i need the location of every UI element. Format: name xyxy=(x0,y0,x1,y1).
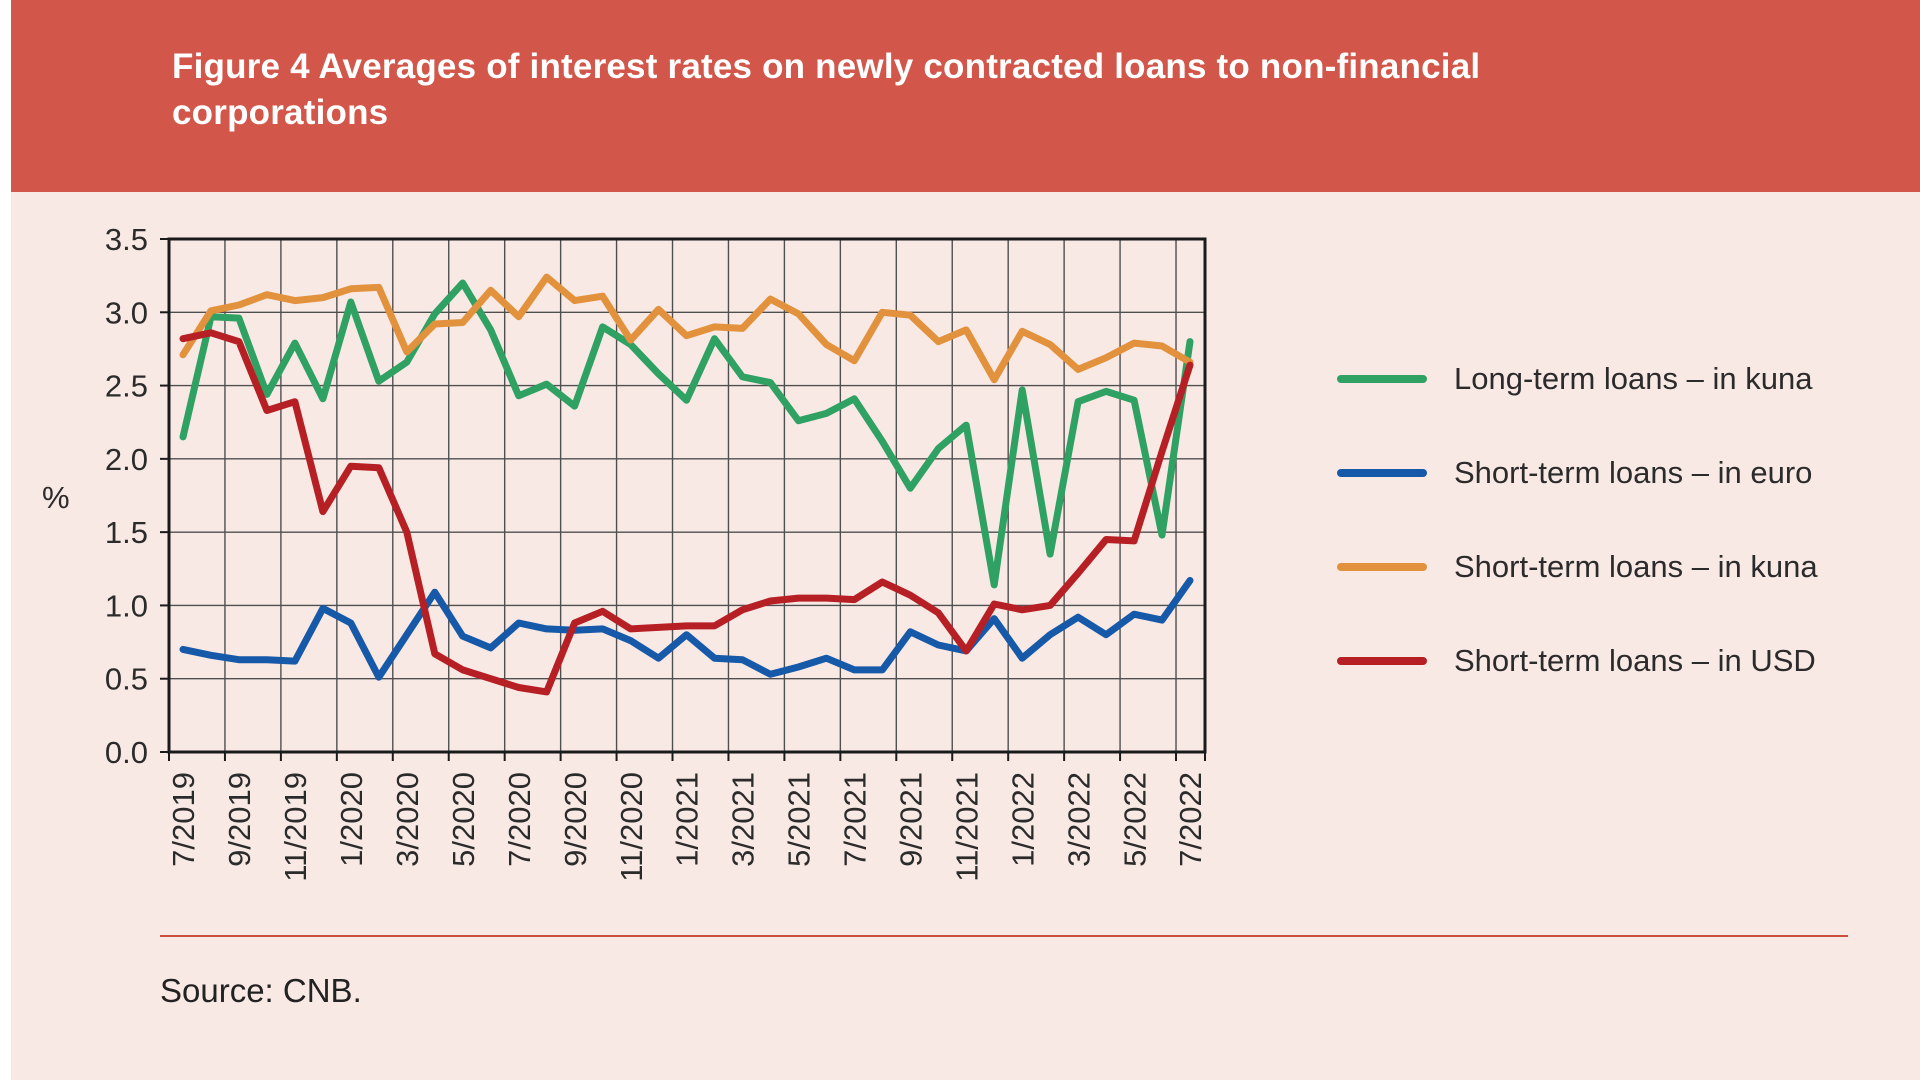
svg-text:7/2021: 7/2021 xyxy=(837,772,872,867)
legend-label: Short-term loans – in kuna xyxy=(1454,549,1818,584)
legend-label: Long-term loans – in kuna xyxy=(1454,361,1813,396)
svg-text:2.0: 2.0 xyxy=(105,442,148,477)
source-caption: Source: CNB. xyxy=(160,972,362,1009)
svg-text:11/2020: 11/2020 xyxy=(614,772,649,882)
svg-text:5/2020: 5/2020 xyxy=(446,772,481,867)
legend-label: Short-term loans – in euro xyxy=(1454,455,1813,490)
svg-text:5/2021: 5/2021 xyxy=(782,772,817,867)
svg-text:0.5: 0.5 xyxy=(105,662,148,697)
legend-item-4: Short-term loans – in USD xyxy=(1337,641,1816,681)
axis-tick-marks xyxy=(160,238,1206,761)
svg-text:7/2022: 7/2022 xyxy=(1173,772,1208,867)
source-divider-rule xyxy=(160,935,1848,937)
svg-text:1.0: 1.0 xyxy=(105,588,148,623)
series-line-3 xyxy=(179,273,1194,384)
svg-text:11/2021: 11/2021 xyxy=(949,772,984,882)
svg-text:3/2022: 3/2022 xyxy=(1061,772,1096,867)
y-axis-labels: 3.5 3.0 2.5 2.0 1.5 1.0 0.5 0.0 xyxy=(105,222,148,770)
svg-text:3.5: 3.5 xyxy=(105,222,148,257)
legend-item-1: Long-term loans – in kuna xyxy=(1337,359,1812,399)
series-line-2 xyxy=(179,577,1194,681)
legend-swatch-icon xyxy=(1337,375,1427,383)
legend-swatch-icon xyxy=(1337,657,1427,665)
x-axis-labels: 7/2019 9/2019 11/2019 1/2020 3/2020 5/2020 7/2… xyxy=(166,772,1208,882)
figure-title-banner: Figure 4 Averages of interest rates on n… xyxy=(11,0,1920,192)
svg-text:9/2021: 9/2021 xyxy=(893,772,928,867)
svg-text:1/2022: 1/2022 xyxy=(1005,772,1040,867)
series-line-4 xyxy=(179,329,1194,696)
svg-text:1.5: 1.5 xyxy=(105,515,148,550)
svg-text:3.0: 3.0 xyxy=(105,295,148,330)
svg-text:2.5: 2.5 xyxy=(105,369,148,404)
svg-text:1/2020: 1/2020 xyxy=(334,772,369,867)
legend-swatch-icon xyxy=(1337,469,1427,477)
svg-text:3/2021: 3/2021 xyxy=(726,772,761,867)
legend-swatch-icon xyxy=(1337,563,1427,571)
legend-item-3: Short-term loans – in kuna xyxy=(1337,547,1818,587)
svg-text:1/2021: 1/2021 xyxy=(670,772,705,867)
figure-title-line1: Figure 4 Averages of interest rates on n… xyxy=(172,47,1481,86)
y-axis-unit-label: % xyxy=(42,480,70,515)
svg-text:9/2020: 9/2020 xyxy=(558,772,593,867)
legend-item-2: Short-term loans – in euro xyxy=(1337,453,1812,493)
svg-text:3/2020: 3/2020 xyxy=(390,772,425,867)
plot-border xyxy=(167,237,1207,754)
svg-text:7/2020: 7/2020 xyxy=(502,772,537,867)
svg-text:9/2019: 9/2019 xyxy=(222,772,257,867)
figure-title: Figure 4 Averages of interest rates on n… xyxy=(172,44,1920,136)
figure-title-line2: corporations xyxy=(172,93,389,132)
series-line-1 xyxy=(179,279,1194,589)
chart-gridlines xyxy=(169,239,1205,752)
svg-text:11/2019: 11/2019 xyxy=(278,772,313,882)
svg-text:0.0: 0.0 xyxy=(105,735,148,770)
svg-text:7/2019: 7/2019 xyxy=(166,772,201,867)
svg-text:5/2022: 5/2022 xyxy=(1117,772,1152,867)
legend-label: Short-term loans – in USD xyxy=(1454,643,1816,678)
